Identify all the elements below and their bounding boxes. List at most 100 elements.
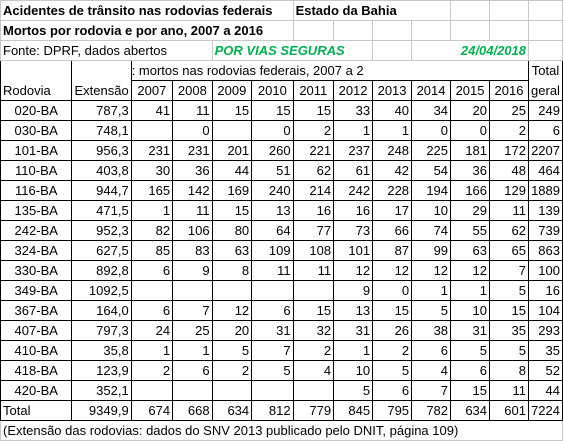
- year-value-cell[interactable]: 9: [333, 280, 374, 301]
- year-value-cell[interactable]: [172, 280, 213, 301]
- row-total-cell[interactable]: 35: [528, 340, 563, 361]
- year-value-cell[interactable]: 15: [251, 100, 294, 121]
- year-value-cell[interactable]: 5: [372, 360, 413, 381]
- year-value-cell[interactable]: 36: [450, 160, 491, 181]
- sheet-title[interactable]: Acidentes de trânsito nas rodovias feder…: [0, 0, 294, 21]
- date-text[interactable]: 24/04/2018: [411, 40, 529, 61]
- year-value-cell[interactable]: 6: [172, 360, 213, 381]
- year-value-cell[interactable]: 4: [292, 360, 335, 381]
- year-value-cell[interactable]: 7: [489, 260, 529, 281]
- year-value-cell[interactable]: 11: [172, 100, 213, 121]
- year-value-cell[interactable]: 11: [292, 260, 335, 281]
- year-value-cell[interactable]: 15: [450, 380, 491, 401]
- row-total-cell[interactable]: 2207: [528, 140, 563, 161]
- row-total-cell[interactable]: 44: [528, 380, 563, 401]
- total-year-cell[interactable]: 782: [411, 400, 452, 421]
- year-header[interactable]: 2010: [251, 80, 294, 101]
- year-value-cell[interactable]: 20: [211, 320, 253, 341]
- year-value-cell[interactable]: [211, 280, 253, 301]
- year-value-cell[interactable]: 25: [172, 320, 213, 341]
- year-value-cell[interactable]: 7: [172, 300, 213, 321]
- year-value-cell[interactable]: 15: [489, 300, 529, 321]
- year-value-cell[interactable]: 83: [172, 240, 213, 261]
- rodovia-cell[interactable]: 410-BA: [0, 340, 73, 361]
- year-value-cell[interactable]: 228: [372, 180, 413, 201]
- rodovia-cell[interactable]: 020-BA: [0, 100, 73, 121]
- year-value-cell[interactable]: 0: [251, 120, 294, 141]
- source-note[interactable]: Fonte: DPRF, dados abertos: [0, 40, 213, 61]
- year-value-cell[interactable]: 16: [333, 200, 374, 221]
- state-label[interactable]: Estado da Bahia: [292, 0, 452, 21]
- extensao-cell[interactable]: 35,8: [71, 340, 132, 361]
- year-value-cell[interactable]: 1: [450, 280, 491, 301]
- year-value-cell[interactable]: 165: [130, 180, 174, 201]
- rodovia-cell[interactable]: 420-BA: [0, 380, 73, 401]
- year-value-cell[interactable]: 31: [450, 320, 491, 341]
- year-value-cell[interactable]: 38: [411, 320, 452, 341]
- year-value-cell[interactable]: 55: [450, 220, 491, 241]
- year-value-cell[interactable]: 85: [130, 240, 174, 261]
- row-total-cell[interactable]: 863: [528, 240, 563, 261]
- extensao-cell[interactable]: 892,8: [71, 260, 132, 281]
- footnote-text[interactable]: (Extensão das rodovias: dados do SNV 201…: [0, 420, 563, 441]
- year-value-cell[interactable]: 82: [130, 220, 174, 241]
- year-value-cell[interactable]: 17: [372, 200, 413, 221]
- year-value-cell[interactable]: 12: [211, 300, 253, 321]
- year-value-cell[interactable]: 1: [333, 120, 374, 141]
- year-value-cell[interactable]: 1: [130, 200, 174, 221]
- year-value-cell[interactable]: 41: [130, 100, 174, 121]
- year-value-cell[interactable]: 2: [292, 340, 335, 361]
- year-value-cell[interactable]: 51: [251, 160, 294, 181]
- rodovia-cell[interactable]: 242-BA: [0, 220, 73, 241]
- year-value-cell[interactable]: 30: [130, 160, 174, 181]
- year-value-cell[interactable]: 8: [489, 360, 529, 381]
- year-value-cell[interactable]: 6: [450, 360, 491, 381]
- year-value-cell[interactable]: 25: [489, 100, 529, 121]
- extensao-cell[interactable]: 352,1: [71, 380, 132, 401]
- year-value-cell[interactable]: 13: [251, 200, 294, 221]
- group-header[interactable]: : mortos nas rodovias federais, 2007 a 2: [130, 60, 530, 81]
- total-year-cell[interactable]: 634: [450, 400, 491, 421]
- year-value-cell[interactable]: 12: [411, 260, 452, 281]
- year-value-cell[interactable]: 64: [251, 220, 294, 241]
- extensao-cell[interactable]: 956,3: [71, 140, 132, 161]
- year-value-cell[interactable]: 172: [489, 140, 529, 161]
- total-year-cell[interactable]: 795: [372, 400, 413, 421]
- year-header[interactable]: 2007: [130, 80, 174, 101]
- year-value-cell[interactable]: 194: [411, 180, 452, 201]
- year-value-cell[interactable]: 11: [489, 380, 529, 401]
- rodovia-cell[interactable]: 330-BA: [0, 260, 73, 281]
- year-value-cell[interactable]: 242: [333, 180, 374, 201]
- rodovia-header[interactable]: Rodovia: [0, 80, 73, 101]
- year-value-cell[interactable]: [292, 280, 335, 301]
- rodovia-cell[interactable]: 324-BA: [0, 240, 73, 261]
- year-value-cell[interactable]: 5: [489, 280, 529, 301]
- total-year-cell[interactable]: 845: [333, 400, 374, 421]
- year-header[interactable]: 2016: [489, 80, 529, 101]
- year-value-cell[interactable]: 9: [172, 260, 213, 281]
- year-value-cell[interactable]: 20: [450, 100, 491, 121]
- extensao-cell[interactable]: 123,9: [71, 360, 132, 381]
- year-value-cell[interactable]: 16: [292, 200, 335, 221]
- year-value-cell[interactable]: 0: [450, 120, 491, 141]
- row-total-cell[interactable]: 739: [528, 220, 563, 241]
- year-value-cell[interactable]: [130, 120, 174, 141]
- year-header[interactable]: 2015: [450, 80, 491, 101]
- row-total-cell[interactable]: 52: [528, 360, 563, 381]
- year-value-cell[interactable]: 1: [130, 340, 174, 361]
- year-header[interactable]: 2012: [333, 80, 374, 101]
- row-total-cell[interactable]: 104: [528, 300, 563, 321]
- year-value-cell[interactable]: 32: [292, 320, 335, 341]
- year-value-cell[interactable]: 6: [411, 340, 452, 361]
- year-value-cell[interactable]: 129: [489, 180, 529, 201]
- year-value-cell[interactable]: 166: [450, 180, 491, 201]
- row-total-cell[interactable]: 249: [528, 100, 563, 121]
- year-value-cell[interactable]: 48: [489, 160, 529, 181]
- year-value-cell[interactable]: 80: [211, 220, 253, 241]
- rodovia-cell[interactable]: 407-BA: [0, 320, 73, 341]
- year-header[interactable]: 2014: [411, 80, 452, 101]
- year-value-cell[interactable]: 169: [211, 180, 253, 201]
- year-value-cell[interactable]: 29: [450, 200, 491, 221]
- year-header[interactable]: 2013: [372, 80, 413, 101]
- year-value-cell[interactable]: 10: [450, 300, 491, 321]
